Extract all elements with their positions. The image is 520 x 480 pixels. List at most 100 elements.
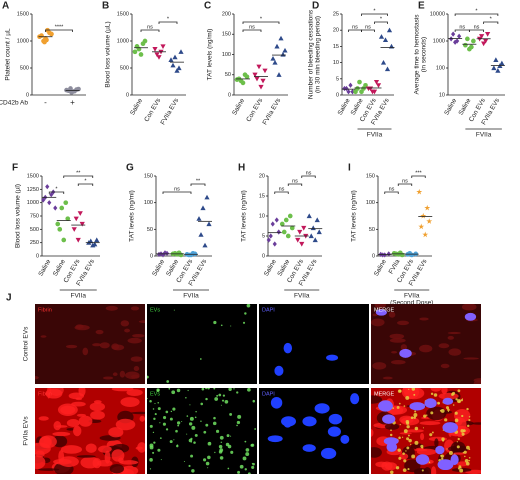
nucleus <box>302 416 317 427</box>
panel-letter: J <box>6 293 12 304</box>
data-point <box>463 42 468 48</box>
data-point <box>469 44 474 50</box>
data-point <box>190 250 196 256</box>
ev-dot <box>191 425 196 430</box>
fibrin-blob <box>133 366 140 372</box>
fibrin-blob <box>120 320 130 327</box>
data-point <box>485 32 491 37</box>
ev-dot <box>169 440 173 444</box>
fibrin-blob <box>388 311 396 318</box>
ev-dot <box>438 402 440 405</box>
x-tick-label: + <box>70 98 75 107</box>
data-point <box>424 204 431 211</box>
fibrin-blob <box>139 415 145 422</box>
ev-dot <box>452 404 455 406</box>
y-tick-label: 0 <box>126 92 129 98</box>
data-point <box>160 252 166 258</box>
data-point <box>283 217 289 223</box>
data-point <box>198 232 204 237</box>
data-point <box>49 31 54 37</box>
ev-dot <box>405 450 407 452</box>
data-point <box>59 205 65 211</box>
ev-dot <box>224 399 229 404</box>
data-point <box>71 227 77 232</box>
fibrin-blob <box>138 320 145 324</box>
data-point <box>200 205 206 211</box>
significance-bracket <box>361 13 388 16</box>
group-label: FVIIa <box>294 293 310 300</box>
ev-dot <box>218 450 223 454</box>
micrograph: MERGE <box>371 304 481 384</box>
data-point <box>281 229 287 235</box>
data-point <box>276 72 282 77</box>
ev-dot <box>403 459 407 463</box>
group-label: FVIIa <box>367 132 383 139</box>
y-tick-label: 20 <box>333 28 339 34</box>
ev-dot <box>191 469 195 473</box>
data-point <box>53 205 58 211</box>
ev-dot <box>254 428 257 430</box>
data-point <box>206 221 212 227</box>
data-point <box>353 89 358 95</box>
significance-bracket <box>361 29 375 32</box>
ev-dot <box>157 401 160 404</box>
y-tick-label: 10000 <box>430 11 445 17</box>
fibrin-blob <box>372 313 378 317</box>
fibrin-blob <box>98 445 112 453</box>
ev-dot <box>214 397 219 401</box>
ev-dot <box>185 397 187 399</box>
ev-dot <box>207 467 209 469</box>
nucleus <box>327 426 341 437</box>
y-axis-label: (in 30 min bleeding period) <box>315 16 322 93</box>
significance-bracket <box>48 191 65 194</box>
ev-dot <box>181 420 183 422</box>
data-point <box>483 38 489 44</box>
ev-dot <box>153 441 156 444</box>
fibrin-blob <box>119 460 139 465</box>
fibrin-blob <box>66 428 75 431</box>
data-point <box>75 237 81 243</box>
y-tick-label: 10 <box>333 60 339 66</box>
data-point <box>154 52 160 58</box>
data-point <box>280 51 286 57</box>
nucleus <box>464 312 477 321</box>
x-tick-label: - <box>44 98 47 107</box>
data-point <box>55 221 61 227</box>
data-point <box>88 238 94 244</box>
fibrin-blob <box>99 342 110 349</box>
column-label: Fibrin <box>38 391 52 397</box>
data-point <box>295 237 301 243</box>
ev-dot <box>230 450 234 454</box>
ev-dot <box>176 388 181 393</box>
ev-dot <box>173 309 175 311</box>
ev-dot <box>203 458 207 462</box>
nucleus <box>326 354 339 361</box>
data-point <box>357 79 362 85</box>
fibrin-blob <box>375 461 388 468</box>
nucleus <box>386 442 398 452</box>
ev-dot <box>163 416 167 420</box>
x-tick-label: Saline <box>129 97 144 116</box>
nucleus <box>450 454 459 466</box>
row-label: FVIIa EVs <box>23 416 30 446</box>
data-point <box>369 89 376 95</box>
fibrin-blob <box>102 376 114 380</box>
data-point <box>422 231 429 238</box>
data-point <box>196 216 202 221</box>
data-point <box>63 200 69 206</box>
ev-dot <box>242 456 247 461</box>
nucleus <box>435 445 445 455</box>
significance-label: ns <box>365 24 371 30</box>
significance-label: ns <box>474 24 480 30</box>
y-tick-label: 1500 <box>27 173 39 179</box>
fibrin-blob <box>419 344 433 353</box>
ev-dot <box>466 407 469 411</box>
fibrin-blob <box>426 406 447 421</box>
ev-dot <box>426 414 428 416</box>
data-point <box>481 41 487 47</box>
fibrin-blob <box>95 329 104 335</box>
data-point <box>346 89 351 95</box>
significance-label: * <box>84 178 87 184</box>
y-tick-label: 750 <box>30 213 39 219</box>
ev-dot <box>457 399 462 404</box>
